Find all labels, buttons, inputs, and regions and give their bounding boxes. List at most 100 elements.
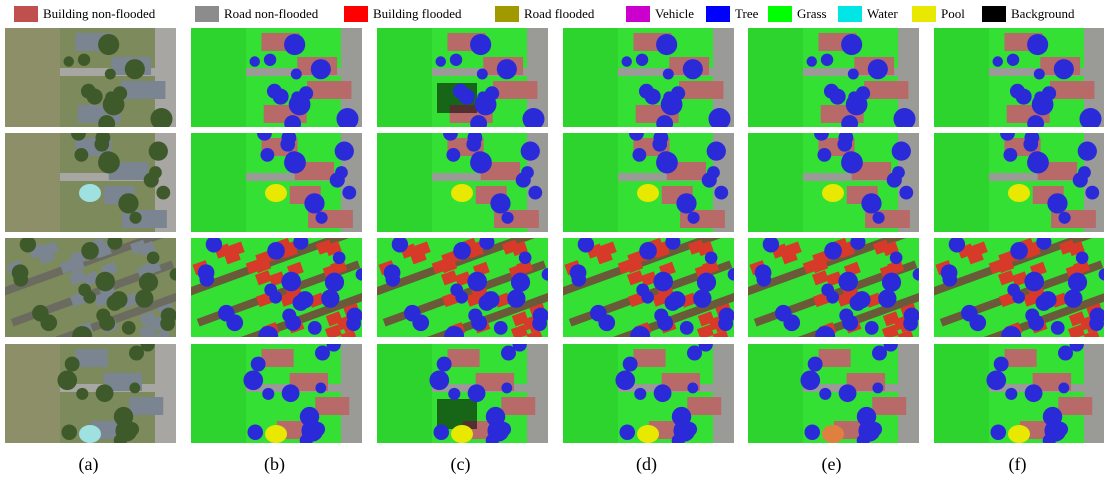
tree bbox=[243, 370, 263, 390]
tree bbox=[993, 56, 1003, 66]
field bbox=[934, 28, 989, 127]
cell-content bbox=[934, 337, 1105, 447]
column-label: (d) bbox=[636, 454, 657, 475]
field bbox=[191, 133, 246, 232]
image-cell bbox=[934, 126, 1105, 232]
pool bbox=[451, 184, 473, 202]
tree bbox=[1025, 308, 1039, 322]
tree bbox=[1042, 86, 1056, 100]
figure: Building non-floodedRoad non-floodedBuil… bbox=[0, 0, 1106, 484]
tree bbox=[868, 59, 888, 79]
tree bbox=[284, 115, 301, 132]
tree bbox=[335, 166, 348, 179]
image-cell bbox=[0, 230, 185, 356]
tree bbox=[1078, 166, 1091, 179]
tree bbox=[718, 316, 733, 331]
tree bbox=[714, 186, 728, 200]
tree bbox=[839, 384, 857, 402]
tree bbox=[333, 251, 346, 264]
building bbox=[634, 349, 666, 367]
tree bbox=[1003, 148, 1017, 162]
legend-swatch bbox=[344, 6, 368, 22]
tree bbox=[453, 84, 468, 99]
tree bbox=[665, 235, 680, 250]
column-label: (c) bbox=[451, 454, 471, 475]
tree bbox=[892, 166, 905, 179]
building bbox=[129, 397, 163, 415]
tree bbox=[707, 166, 720, 179]
tree bbox=[841, 152, 863, 174]
legend-label: Tree bbox=[735, 6, 759, 21]
tree bbox=[98, 115, 115, 132]
legend-swatch bbox=[838, 6, 862, 22]
tree bbox=[110, 291, 127, 308]
road bbox=[527, 344, 548, 443]
image-cell bbox=[929, 230, 1106, 356]
tree bbox=[497, 59, 517, 79]
tree bbox=[470, 115, 487, 132]
legend: Building non-floodedRoad non-floodedBuil… bbox=[14, 6, 1075, 22]
cell-content bbox=[743, 230, 928, 356]
tree bbox=[634, 388, 646, 400]
tree bbox=[986, 370, 1006, 390]
image-cell bbox=[748, 126, 919, 232]
tree bbox=[436, 56, 446, 66]
tree bbox=[260, 148, 274, 162]
image-cell bbox=[5, 28, 176, 132]
tree bbox=[149, 142, 168, 161]
tree bbox=[1027, 115, 1044, 132]
tree bbox=[433, 424, 449, 440]
tree bbox=[468, 384, 486, 402]
tree bbox=[1068, 273, 1087, 292]
tree bbox=[130, 212, 142, 224]
tree bbox=[170, 268, 182, 280]
tree bbox=[804, 424, 820, 440]
tree bbox=[839, 308, 853, 322]
tree bbox=[250, 56, 260, 66]
tree bbox=[913, 268, 925, 280]
column-label: (a) bbox=[79, 454, 99, 475]
tree bbox=[671, 86, 685, 100]
building bbox=[679, 81, 723, 99]
tree bbox=[841, 34, 862, 55]
tree bbox=[336, 108, 358, 130]
tree bbox=[453, 242, 471, 260]
tree bbox=[697, 273, 716, 292]
tree bbox=[865, 321, 879, 335]
pool bbox=[265, 184, 287, 202]
image-cell bbox=[563, 126, 734, 232]
field bbox=[377, 344, 432, 443]
tree bbox=[479, 235, 494, 250]
tree bbox=[630, 326, 650, 346]
tree bbox=[129, 346, 144, 361]
tree bbox=[325, 273, 344, 292]
tree bbox=[1054, 59, 1074, 79]
tree bbox=[688, 212, 700, 224]
cell-content bbox=[558, 230, 743, 356]
tree bbox=[269, 291, 282, 304]
tree bbox=[315, 383, 326, 394]
tree bbox=[848, 68, 859, 79]
tree bbox=[619, 424, 635, 440]
cell-content bbox=[191, 126, 362, 232]
tree bbox=[1001, 326, 1021, 346]
tree bbox=[267, 242, 285, 260]
tree bbox=[668, 291, 685, 308]
building bbox=[315, 397, 349, 415]
tree bbox=[1059, 212, 1071, 224]
tree bbox=[807, 56, 817, 66]
tree bbox=[304, 193, 324, 213]
building bbox=[307, 81, 351, 99]
tree bbox=[570, 264, 587, 281]
tree bbox=[663, 68, 674, 79]
building bbox=[262, 349, 294, 367]
tree bbox=[623, 357, 638, 372]
tree bbox=[892, 142, 911, 161]
cell-content bbox=[0, 230, 185, 356]
tree bbox=[693, 289, 711, 307]
tree bbox=[1085, 186, 1099, 200]
cell-content bbox=[186, 230, 371, 356]
tree bbox=[57, 370, 77, 390]
tree bbox=[507, 289, 525, 307]
tree bbox=[705, 251, 718, 264]
